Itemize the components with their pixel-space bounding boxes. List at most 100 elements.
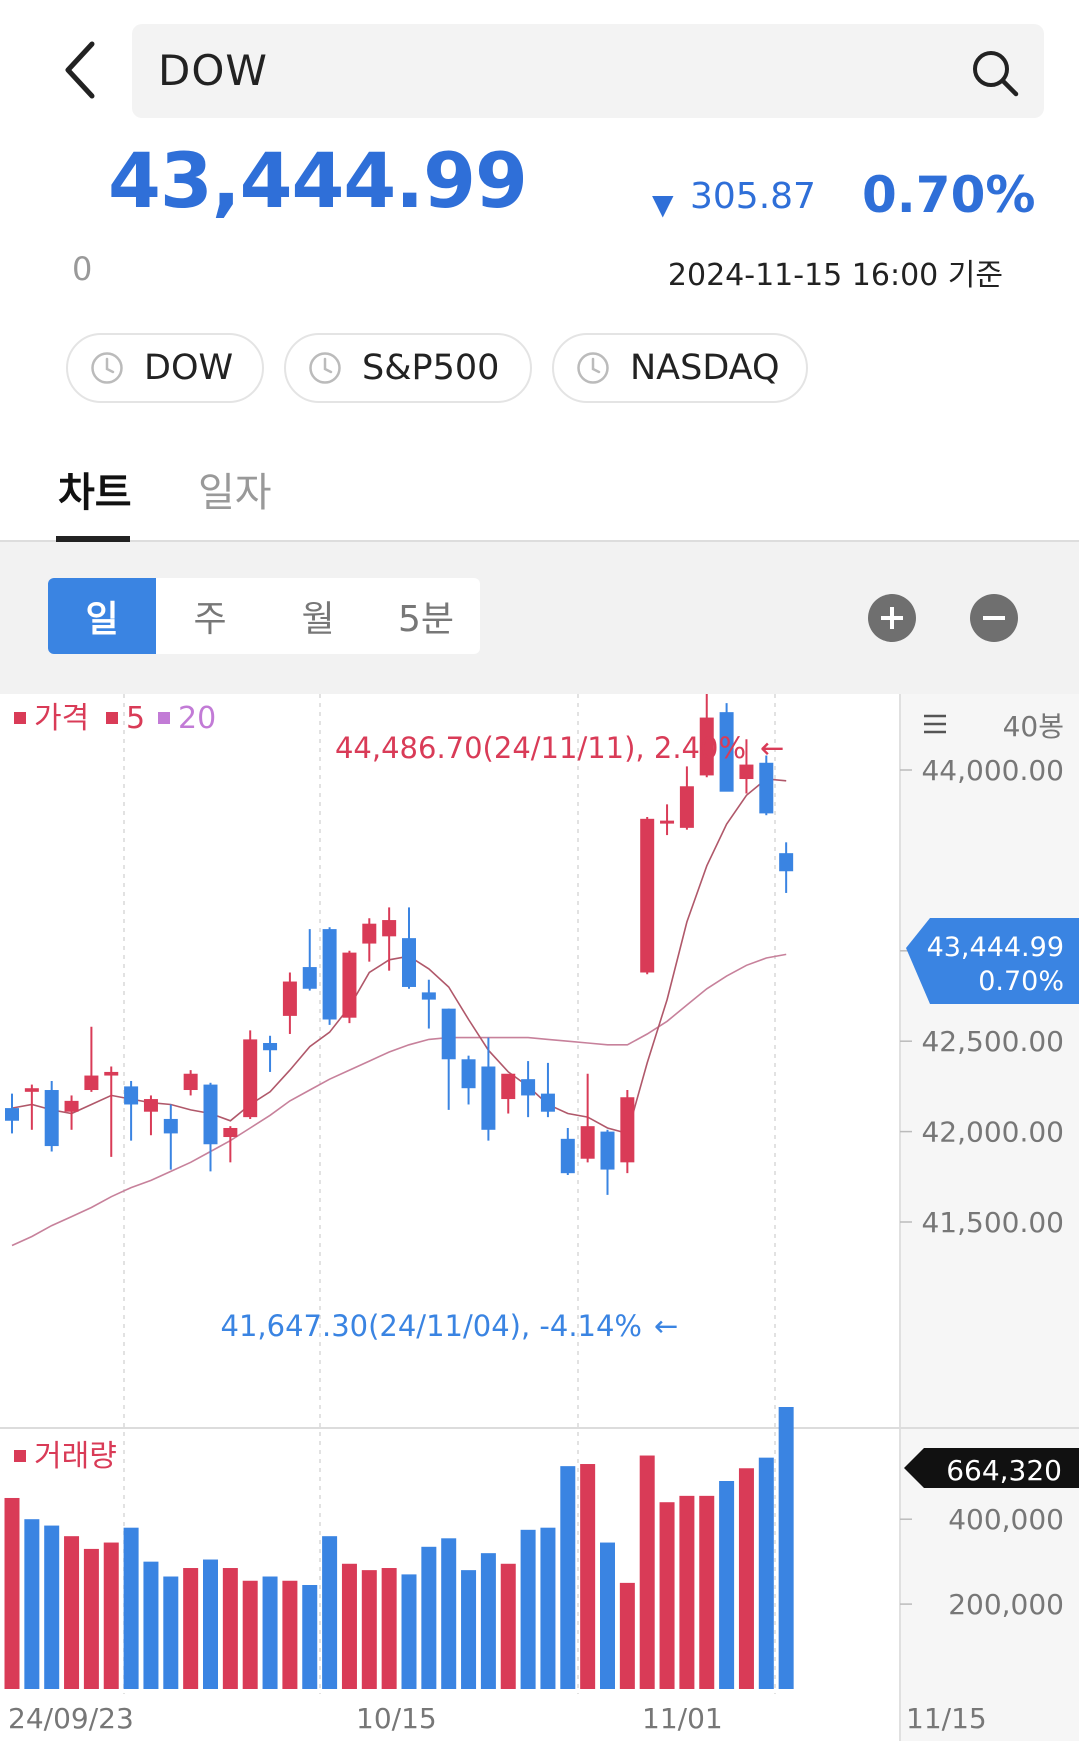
- candle-body: [640, 818, 655, 973]
- clock-icon: [91, 352, 123, 384]
- candle-body: [143, 1099, 158, 1112]
- bars-count-label: 40봉: [1003, 710, 1064, 743]
- candle-body: [481, 1066, 496, 1130]
- x-tick-label: 10/15: [356, 1702, 437, 1735]
- candle-body: [421, 992, 436, 1000]
- volume-bar: [699, 1495, 715, 1689]
- candle-body: [759, 762, 774, 814]
- chip-label: S&P500: [362, 348, 500, 388]
- volume-bar: [262, 1576, 278, 1689]
- candle-body: [441, 1008, 456, 1060]
- candle-body: [600, 1131, 615, 1170]
- period-day-button[interactable]: 일: [48, 578, 156, 654]
- zoom-out-button[interactable]: [970, 594, 1018, 642]
- tab-chart[interactable]: 차트: [58, 470, 132, 516]
- current-volume-value: 664,320: [946, 1454, 1062, 1487]
- candle-body: [183, 1073, 198, 1091]
- price-tick-label: 44,000.00: [921, 754, 1064, 787]
- chip-sp500[interactable]: S&P500: [284, 333, 532, 403]
- axis-area: [900, 694, 1079, 1741]
- candle-body: [263, 1043, 278, 1051]
- back-chevron-icon: [65, 41, 95, 99]
- candle-body: [104, 1071, 119, 1076]
- legend-price: 가격: [34, 701, 89, 736]
- tab-divider: [0, 540, 1079, 542]
- current-volume-tag: [904, 1448, 1079, 1488]
- candle-body: [699, 717, 714, 776]
- x-tick-label: 11/01: [642, 1702, 723, 1735]
- ma20-line: [11, 953, 787, 1247]
- volume-bar: [441, 1538, 457, 1689]
- legend-ma20: 20: [178, 701, 216, 736]
- chip-label: DOW: [144, 348, 234, 388]
- price-change-percent: 0.70%: [862, 166, 1036, 224]
- candle-body: [124, 1086, 139, 1105]
- volume-bar: [242, 1580, 258, 1689]
- timestamp: 2024-11-15 16:00 기준: [667, 258, 1003, 293]
- candle-body: [243, 1039, 258, 1118]
- volume-bar: [103, 1542, 119, 1689]
- legend-ma5: 5: [126, 701, 145, 736]
- volume-bar: [600, 1542, 615, 1689]
- candle-body: [362, 923, 377, 944]
- volume-bar: [540, 1527, 556, 1689]
- period-5min-button[interactable]: 5분: [397, 599, 455, 640]
- ma5-line: [11, 778, 787, 1135]
- volume-bar: [480, 1553, 496, 1689]
- volume-bar: [679, 1495, 695, 1689]
- arrow-left-icon: ←: [760, 731, 784, 765]
- volume-bar: [758, 1457, 774, 1689]
- volume-bar: [639, 1455, 655, 1689]
- volume-bar: [83, 1548, 99, 1689]
- chip-nasdaq[interactable]: NASDAQ: [552, 333, 808, 403]
- legend-swatch-volume: [14, 1450, 26, 1462]
- candle-body: [679, 786, 694, 828]
- volume-bar: [778, 1407, 794, 1689]
- candle-body: [342, 952, 357, 1018]
- volume-bar: [143, 1561, 159, 1689]
- volume-bar: [719, 1480, 735, 1689]
- search-input[interactable]: DOW: [158, 46, 268, 95]
- clock-icon: [309, 352, 341, 384]
- volume-bar: [203, 1559, 218, 1689]
- zoom-in-button[interactable]: [868, 594, 916, 642]
- volume-bar: [361, 1570, 377, 1689]
- legend-swatch-ma5: [106, 712, 118, 724]
- high-annotation: 44,486.70(24/11/11), 2.40%: [335, 731, 746, 765]
- period-week-button[interactable]: 주: [193, 599, 227, 640]
- candlestick-chart[interactable]: 44,000.0043,000.0042,500.0042,000.0041,5…: [0, 694, 1079, 1741]
- volume-bar: [461, 1570, 477, 1689]
- volume-bar: [619, 1582, 635, 1689]
- candle-body: [461, 1059, 476, 1089]
- period-month-button[interactable]: 월: [301, 599, 335, 640]
- volume-bar: [381, 1568, 397, 1689]
- back-button[interactable]: [60, 40, 110, 110]
- hamburger-icon[interactable]: [924, 714, 946, 734]
- tab-daily[interactable]: 일자: [198, 470, 272, 516]
- candle-body: [540, 1093, 555, 1112]
- minus-icon: [983, 616, 1005, 620]
- search-bar[interactable]: DOW: [132, 24, 1044, 118]
- candle-body: [24, 1088, 39, 1092]
- candle-body: [5, 1108, 19, 1121]
- candle-body: [203, 1084, 218, 1145]
- volume-bar: [500, 1563, 516, 1689]
- candle-body: [580, 1126, 595, 1159]
- search-icon[interactable]: [970, 48, 1020, 98]
- chip-dow[interactable]: DOW: [66, 333, 264, 403]
- candle-body: [739, 764, 754, 780]
- candle-body: [620, 1097, 635, 1163]
- volume-bar: [421, 1546, 437, 1689]
- volume-bar: [341, 1563, 357, 1689]
- volume-bar: [44, 1525, 60, 1689]
- volume-bar: [560, 1466, 576, 1689]
- volume-bar: [163, 1576, 179, 1689]
- candle-body: [163, 1118, 178, 1134]
- chip-label: NASDAQ: [630, 348, 780, 388]
- arrow-left-icon: ←: [654, 1309, 678, 1343]
- volume-bar: [401, 1574, 417, 1689]
- volume-bar: [580, 1464, 596, 1689]
- sub-value: 0: [72, 250, 93, 288]
- volume-bar: [659, 1502, 675, 1689]
- active-tab-indicator: [56, 536, 130, 542]
